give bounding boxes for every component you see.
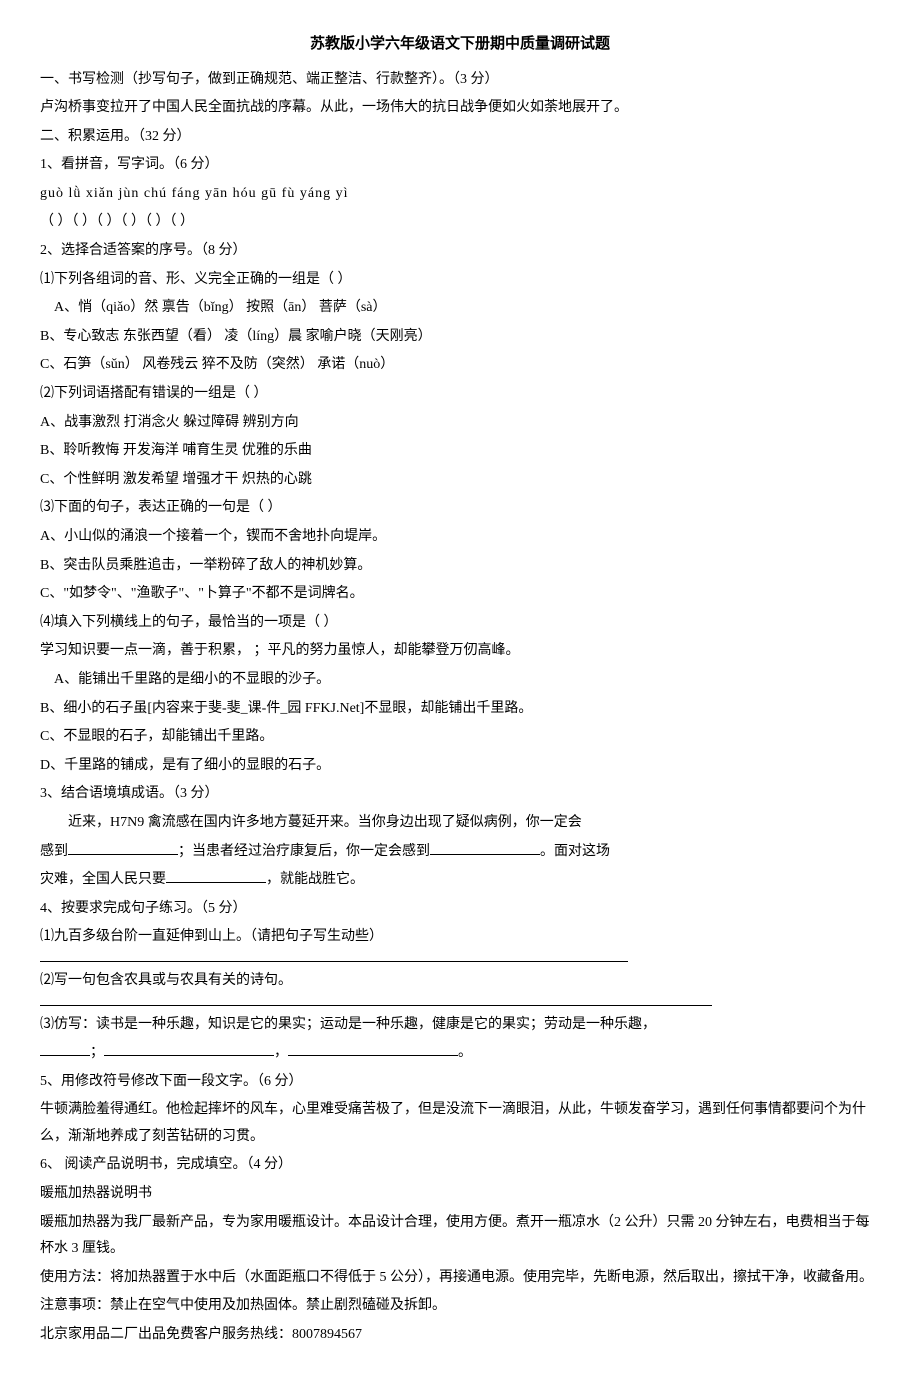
q2-3-option-c: C、"如梦令"、"渔歌子"、"卜算子"不都不是词牌名。 [40, 581, 880, 608]
q3-text-2b: ；当患者经过治疗康复后，你一定会感到 [178, 844, 430, 859]
q4-2-stem: ⑵写一句包含农具或与农具有关的诗句。 [40, 968, 880, 995]
document-title: 苏教版小学六年级语文下册期中质量调研试题 [40, 30, 880, 59]
q3-blank-3 [166, 882, 266, 883]
q6-paragraph-2: 使用方法：将加热器置于水中后（水面距瓶口不得低于 5 公分），再接通电源。使用完… [40, 1265, 880, 1292]
q6-paragraph-1: 暖瓶加热器为我厂最新产品，专为家用暖瓶设计。本品设计合理，使用方便。煮开一瓶凉水… [40, 1210, 880, 1263]
q2-3-option-a: A、小山似的涌浪一个接着一个，锲而不舍地扑向堤岸。 [40, 524, 880, 551]
q2-2-option-b: B、聆听教悔 开发海洋 哺育生灵 优雅的乐曲 [40, 438, 880, 465]
q2-4-option-b: B、细小的石子虽[内容来于斐-斐_课-件_园 FFKJ.Net]不显眼，却能铺出… [40, 696, 880, 723]
q5-heading: 5、用修改符号修改下面一段文字。（6 分） [40, 1069, 880, 1096]
q6-heading: 6、 阅读产品说明书，完成填空。（4 分） [40, 1152, 880, 1179]
q2-4-option-d: D、千里路的铺成，是有了细小的显眼的石子。 [40, 753, 880, 780]
q2-2-stem: ⑵下列词语搭配有错误的一组是（ ） [40, 381, 880, 408]
q3-blank-2 [430, 854, 540, 855]
q1-pinyin: guò lǜ xiǎn jùn chú fáng yān hóu gū fù y… [40, 181, 880, 208]
q2-1-option-b: B、专心致志 东张西望（看） 凌（líng）晨 家喻户晓（天刚亮） [40, 324, 880, 351]
q2-4-option-a: A、能铺出千里路的是细小的不显眼的沙子。 [40, 667, 880, 694]
q6-title: 暖瓶加热器说明书 [40, 1181, 880, 1208]
q2-heading: 2、选择合适答案的序号。（8 分） [40, 238, 880, 265]
q4-3-blanks: ； ， 。 [40, 1040, 880, 1067]
q4-heading: 4、按要求完成句子练习。（5 分） [40, 896, 880, 923]
q2-1-option-c: C、石笋（sǔn） 风卷残云 猝不及防（突然） 承诺（nuò） [40, 352, 880, 379]
q1-brackets: （ ）（ ）（ ）（ ）（ ）（ ） [40, 209, 880, 236]
q3-blank-1 [68, 854, 178, 855]
q4-3-end: 。 [458, 1045, 472, 1060]
q3-text-2: 感到 ；当患者经过治疗康复后，你一定会感到 。面对这场 [40, 839, 880, 866]
q5-text: 牛顿满脸羞得通红。他检起摔坏的风车，心里难受痛苦极了，但是没流下一滴眼泪，从此，… [40, 1097, 880, 1150]
section-2-heading: 二、积累运用。（32 分） [40, 124, 880, 151]
q2-1-option-a: A、悄（qiǎo）然 禀告（bǐng） 按照（ān） 菩萨（sà） [40, 295, 880, 322]
q3-text-1: 近来，H7N9 禽流感在国内许多地方蔓延开来。当你身边出现了疑似病例，你一定会 [40, 810, 880, 837]
q3-text-2c: 。面对这场 [540, 844, 610, 859]
q3-text-3: 灾难，全国人民只要 ，就能战胜它。 [40, 867, 880, 894]
q6-paragraph-3: 注意事项：禁止在空气中使用及加热固体。禁止剧烈磕碰及拆卸。 [40, 1293, 880, 1320]
q3-text-3a: 灾难，全国人民只要 [40, 872, 166, 887]
q4-2-blank-line [40, 1005, 712, 1006]
q4-3-sep-1: ； [90, 1045, 104, 1060]
q1-heading: 1、看拼音，写字词。（6 分） [40, 152, 880, 179]
q2-1-stem: ⑴下列各组词的音、形、义完全正确的一组是（ ） [40, 267, 880, 294]
q4-1-stem: ⑴九百多级台阶一直延伸到山上。（请把句子写生动些） [40, 924, 880, 951]
q4-1-blank-line [40, 961, 628, 962]
q2-4-option-c: C、不显眼的石子，却能铺出千里路。 [40, 724, 880, 751]
q4-3-blank-1 [40, 1055, 90, 1056]
q4-3-stem: ⑶仿写：读书是一种乐趣，知识是它的果实；运动是一种乐趣，健康是它的果实；劳动是一… [40, 1012, 880, 1039]
q6-paragraph-4: 北京家用品二厂出品免费客户服务热线：8007894567 [40, 1322, 880, 1349]
q2-3-stem: ⑶下面的句子，表达正确的一句是（ ） [40, 495, 880, 522]
section-1-text: 卢沟桥事变拉开了中国人民全面抗战的序幕。从此，一场伟大的抗日战争便如火如荼地展开… [40, 95, 880, 122]
q2-2-option-c: C、个性鲜明 激发希望 增强才干 炽热的心跳 [40, 467, 880, 494]
q2-2-option-a: A、战事激烈 打消念火 躲过障碍 辨别方向 [40, 410, 880, 437]
q4-3-blank-3 [288, 1055, 458, 1056]
q2-3-option-b: B、突击队员乘胜追击，一举粉碎了敌人的神机妙算。 [40, 553, 880, 580]
q4-3-blank-2 [104, 1055, 274, 1056]
q4-3-sep-2: ， [274, 1045, 288, 1060]
q2-4-text: 学习知识要一点一滴，善于积累， ；平凡的努力虽惊人，却能攀登万仞高峰。 [40, 638, 880, 665]
section-1-heading: 一、书写检测（抄写句子，做到正确规范、端正整洁、行款整齐）。（3 分） [40, 67, 880, 94]
q3-text-3b: ，就能战胜它。 [266, 872, 364, 887]
q2-4-stem: ⑷填入下列横线上的句子，最恰当的一项是（ ） [40, 610, 880, 637]
q3-heading: 3、结合语境填成语。（3 分） [40, 781, 880, 808]
q3-text-2a: 感到 [40, 844, 68, 859]
